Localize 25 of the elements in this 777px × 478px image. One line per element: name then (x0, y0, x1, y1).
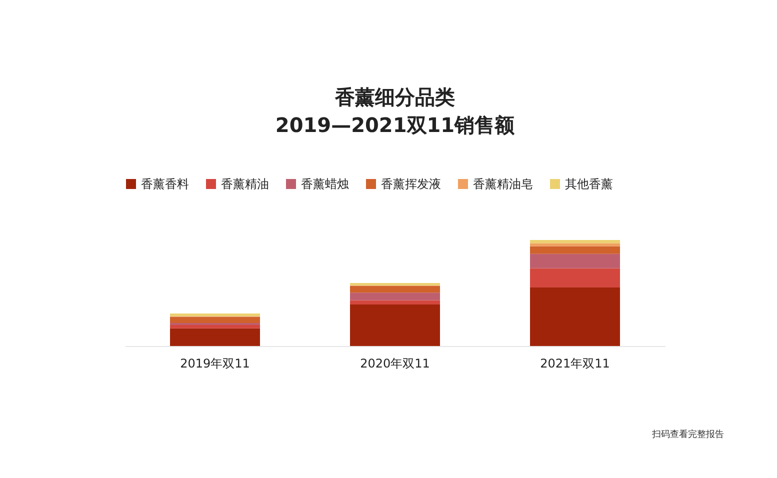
bar (350, 286, 440, 293)
bar (530, 268, 620, 288)
legend-label: 香薰精油 (221, 177, 269, 191)
bar (170, 325, 260, 328)
legend-label: 香薰蜡烛 (301, 177, 349, 191)
x-tick-label: 2020年双11 (360, 356, 430, 370)
bar (530, 240, 620, 244)
bar (350, 292, 440, 300)
bar (350, 304, 440, 346)
x-tick-label: 2021年双11 (540, 356, 610, 370)
legend-label: 其他香薰 (565, 177, 613, 191)
bar (530, 254, 620, 268)
bar (170, 313, 260, 316)
bar (530, 287, 620, 346)
bar (170, 316, 260, 323)
bar (530, 243, 620, 246)
legend-label: 香薰精油皂 (473, 177, 533, 191)
chart-title: 香薰细分品类 2019—2021双11销售额 (275, 85, 516, 137)
bar (530, 246, 620, 254)
x-tick-label: 2019年双11 (180, 356, 250, 370)
bar (170, 328, 260, 346)
legend-label: 香薰挥发液 (381, 177, 441, 191)
text: 扫码查看完整报告 (652, 428, 724, 441)
bar (350, 300, 440, 304)
legend-label: 香薰香料 (141, 177, 189, 191)
